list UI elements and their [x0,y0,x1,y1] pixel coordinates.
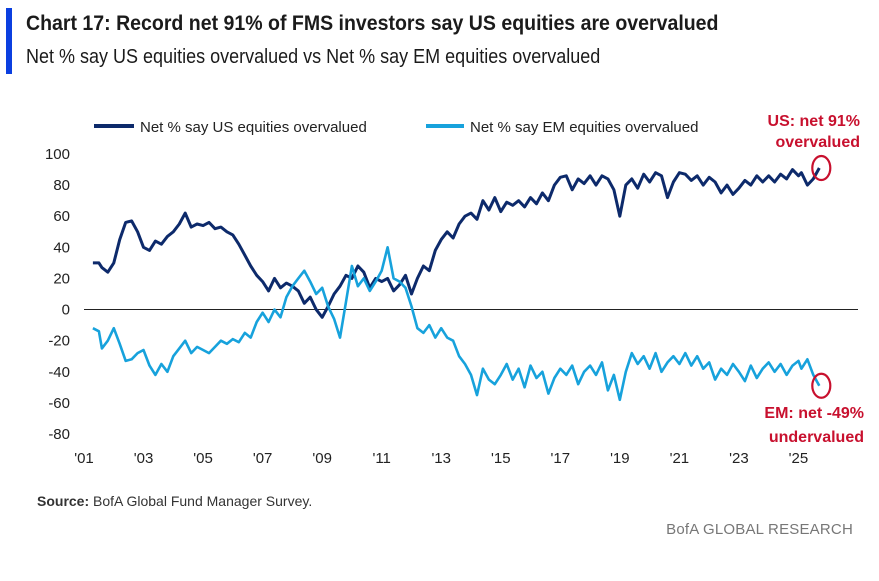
x-tick-label: '21 [670,450,690,467]
us-series-line [92,167,821,319]
series-lines [92,167,821,402]
accent-bar [6,8,12,74]
em-annotation-line1: EM: net -49% [764,405,864,422]
x-tick-label: '01 [74,450,94,467]
chart-title: Chart 17: Record net 91% of FMS investor… [26,12,719,35]
em-latest-marker [811,372,832,399]
y-axis-ticks: 100 80 60 40 20 0 -20 -40 -60 -80 [45,146,70,443]
brand-label: BofA GLOBAL RESEARCH [666,521,853,538]
y-tick-label: -40 [48,364,70,381]
x-tick-label: '13 [431,450,451,467]
x-tick-label: '19 [610,450,630,467]
us-annotation-line2: overvalued [776,134,860,151]
us-latest-marker [811,154,832,182]
y-tick-label: 60 [53,208,70,225]
y-tick-label: 0 [62,302,70,319]
y-tick-label: -20 [48,333,70,350]
em-series-line [92,246,821,402]
em-annotation-line2: undervalued [769,429,864,446]
source-label: Source: [37,493,90,509]
x-tick-label: '11 [372,450,390,467]
y-tick-label: 40 [53,239,70,256]
source-text: BofA Global Fund Manager Survey. [89,493,313,509]
x-tick-label: '07 [253,450,273,467]
line-chart: Net % say US equities overvalued Net % s… [45,113,864,467]
y-tick-label: 100 [45,146,70,163]
legend-label-em: Net % say EM equities overvalued [470,119,698,136]
legend: Net % say US equities overvalued Net % s… [94,119,698,136]
x-tick-label: '17 [551,450,571,467]
chart-subtitle: Net % say US equities overvalued vs Net … [26,46,601,68]
y-tick-label: -60 [48,395,70,412]
source-note: Source: BofA Global Fund Manager Survey. [37,493,312,509]
x-tick-label: '09 [312,450,332,467]
x-tick-label: '25 [789,450,809,467]
x-tick-label: '15 [491,450,511,467]
x-tick-label: '05 [193,450,213,467]
legend-label-us: Net % say US equities overvalued [140,119,367,136]
x-tick-label: '23 [729,450,749,467]
y-tick-label: 20 [53,270,70,287]
us-annotation-line1: US: net 91% [768,113,860,130]
x-tick-label: '03 [134,450,154,467]
y-tick-label: 80 [53,177,70,194]
x-axis-ticks: '01 '03 '05 '07 '09 '11 '13 '15 '17 '19 '21 '23 '25 [74,450,808,467]
annotation-markers [811,154,832,399]
y-tick-label: -80 [48,426,70,443]
